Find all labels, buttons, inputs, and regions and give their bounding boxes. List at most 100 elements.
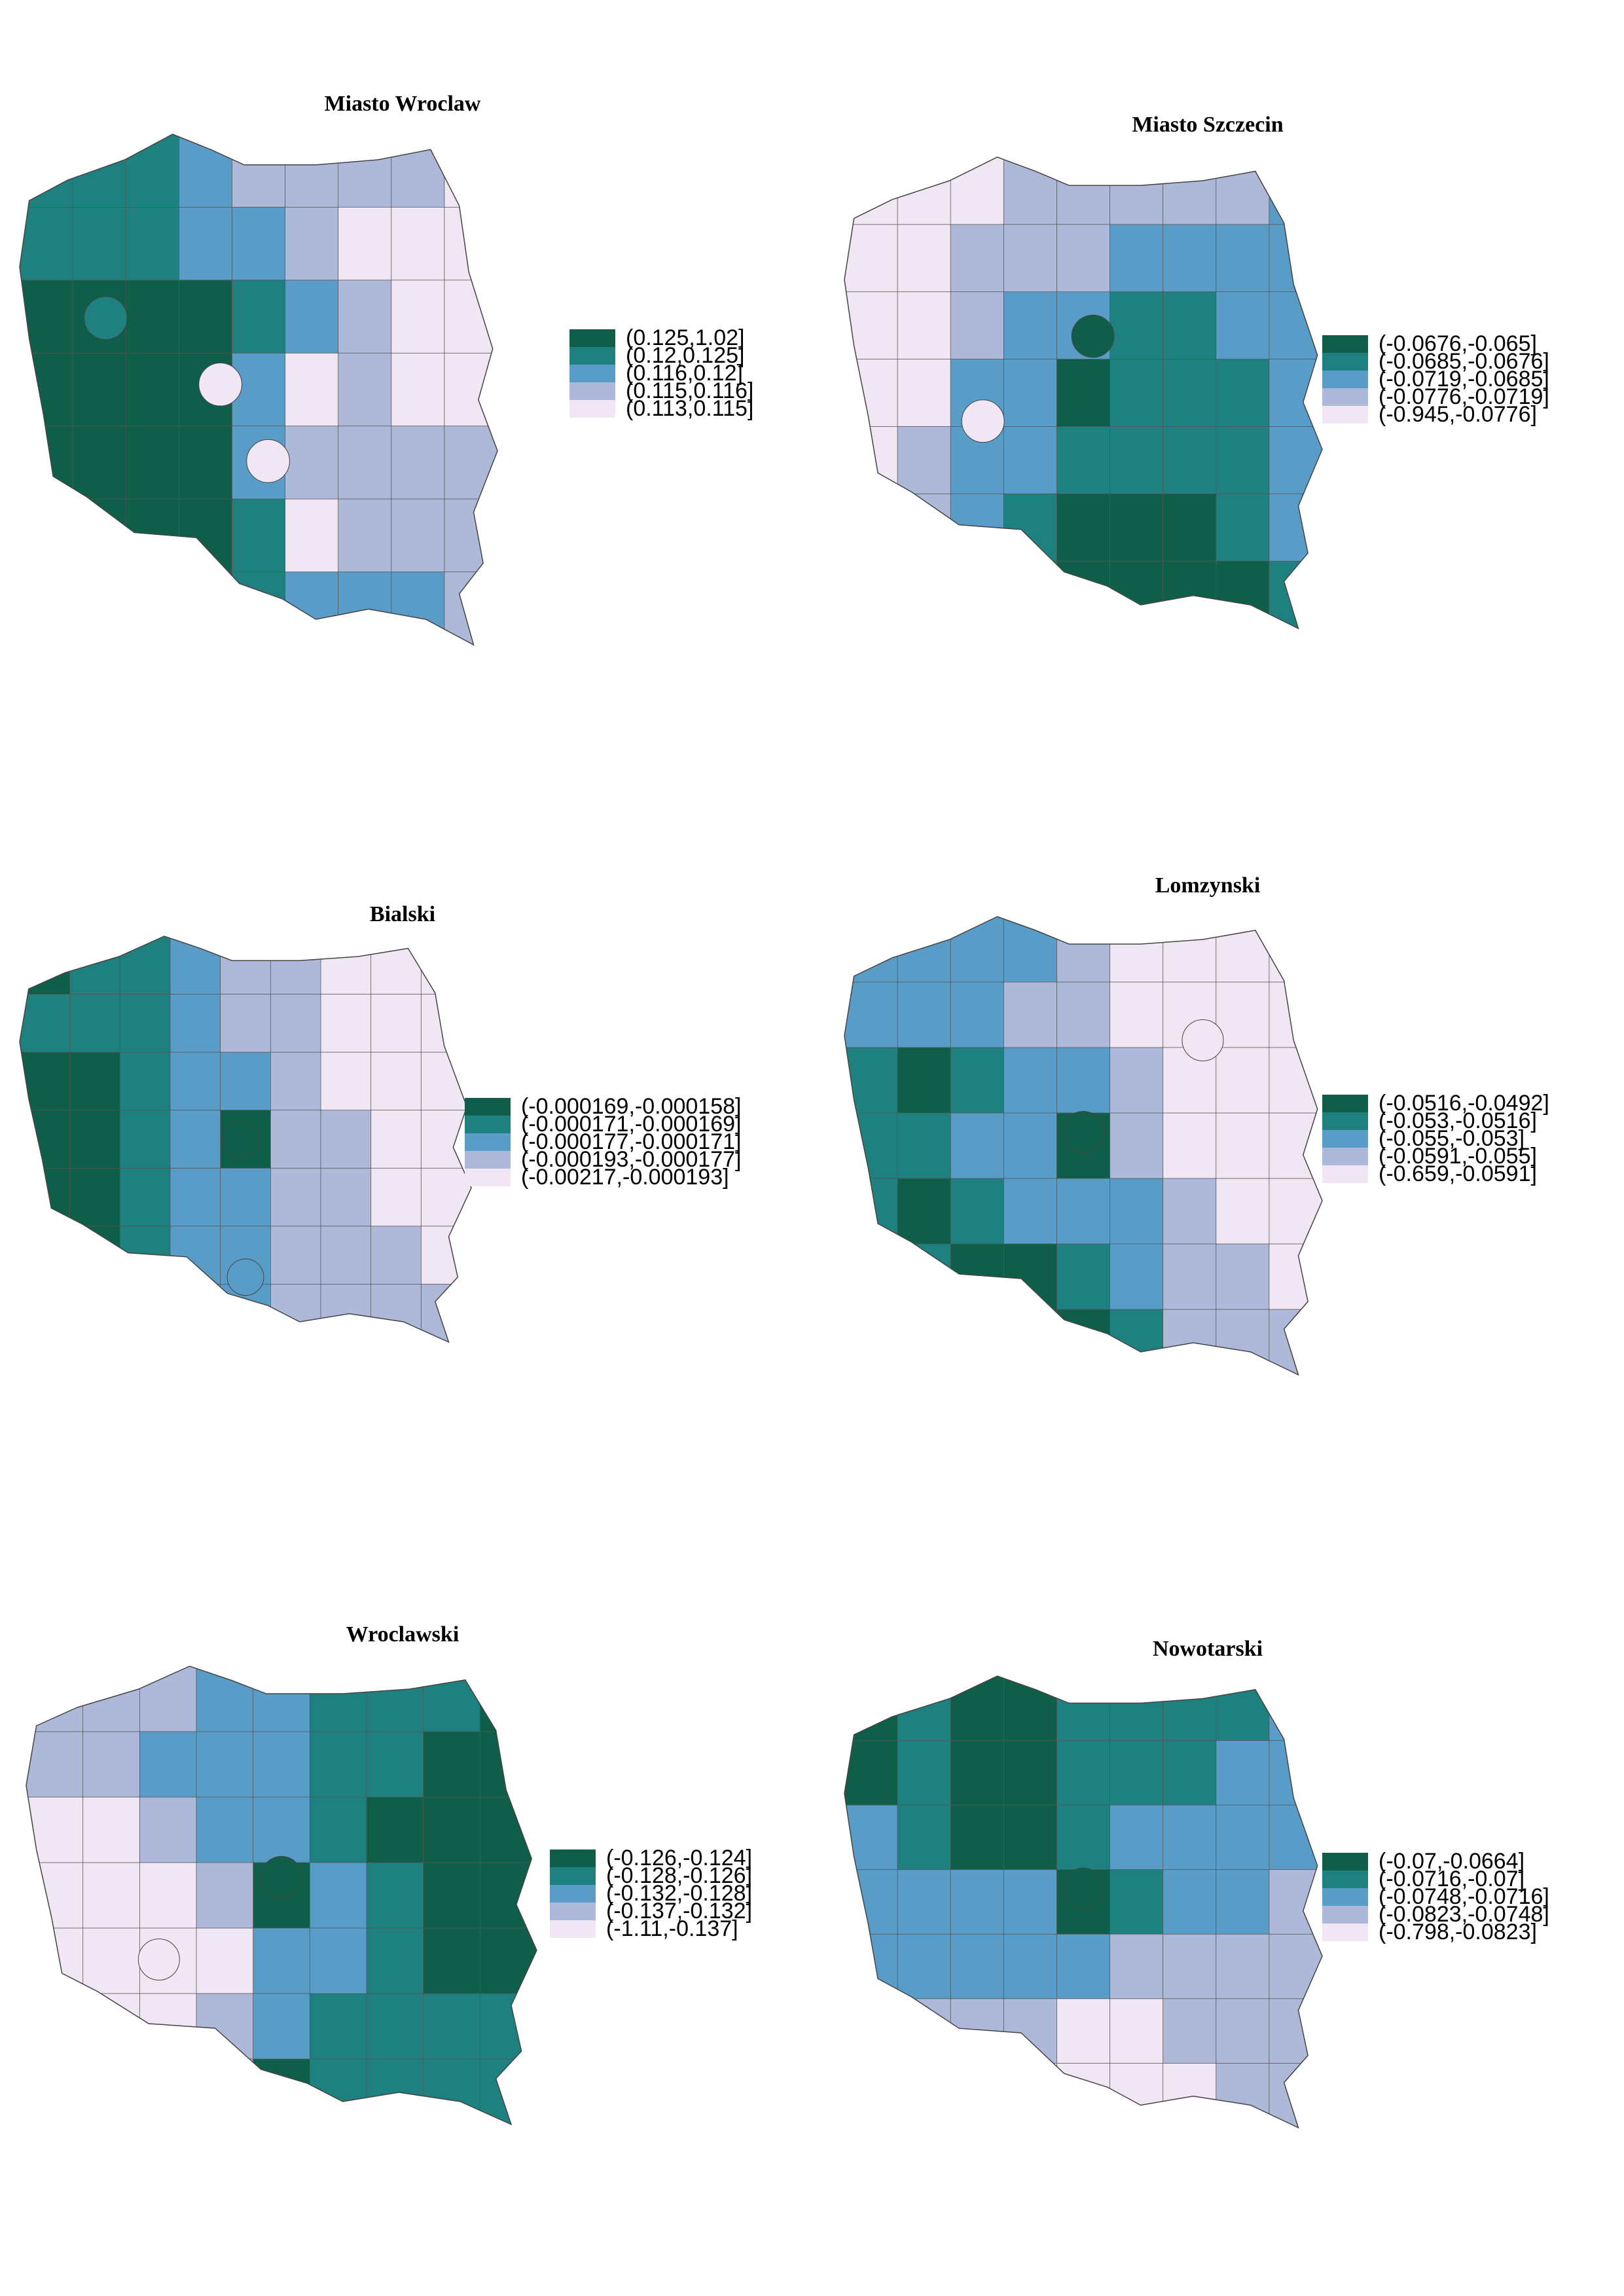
region (897, 1047, 952, 1114)
region (423, 1993, 481, 2060)
legend-item: (0.113,0.115] (569, 396, 754, 421)
panel-title: Bialski (369, 902, 436, 926)
region (1269, 1243, 1322, 1310)
region (309, 1862, 367, 1929)
region (220, 1167, 272, 1227)
legend-item: (-0.0748,-0.0716] (1322, 1886, 1549, 1908)
legend-swatch (569, 382, 615, 400)
legend-item: (-0.00217,-0.000193] (465, 1166, 741, 1188)
region (1110, 1676, 1164, 1741)
region (338, 280, 392, 354)
city-region (961, 399, 1005, 443)
region (270, 1110, 321, 1169)
legend-item: (-0.945,-0.0776] (1322, 403, 1549, 426)
legend-item: (-0.0719,-0.0685] (1322, 367, 1549, 392)
region (1216, 917, 1270, 983)
region (1003, 981, 1058, 1048)
region (897, 1998, 952, 2064)
region (897, 291, 952, 360)
region (178, 207, 233, 281)
legend-swatch (550, 1867, 596, 1885)
legend-label: (0.113,0.115] (626, 396, 754, 421)
region (125, 572, 180, 645)
region (1269, 1933, 1322, 1999)
region-layer (26, 1666, 537, 2124)
legend-swatch (465, 1116, 511, 1133)
region (82, 1927, 141, 1994)
region (479, 1927, 537, 1994)
region (950, 224, 1005, 293)
legend-item: (-0.055,-0.053] (1322, 1127, 1549, 1150)
region (285, 134, 339, 208)
legend-item: (-0.07,-0.0664] (1322, 1849, 1549, 1874)
legend-swatch (1322, 388, 1368, 406)
region (72, 498, 127, 573)
region (1269, 1804, 1322, 1870)
region (1003, 1740, 1058, 1806)
legend-label: (0.125,1.02] (626, 325, 745, 350)
legend-swatch (550, 1903, 596, 1920)
region (232, 572, 286, 645)
region (950, 2063, 1005, 2128)
region (950, 1740, 1005, 1806)
region (897, 1933, 952, 1999)
legend-item: (-0.000171,-0.000169] (465, 1113, 741, 1135)
region (1216, 493, 1270, 562)
region (82, 2058, 141, 2124)
region (309, 1993, 367, 2060)
region (444, 426, 497, 500)
region (69, 1284, 121, 1342)
region (1056, 224, 1111, 293)
region (844, 426, 899, 495)
region (170, 1167, 221, 1227)
region (253, 1731, 311, 1798)
region (119, 1167, 171, 1227)
city-region (1062, 1867, 1104, 1909)
legend-swatch (1322, 406, 1368, 424)
legend-item: (-0.0776,-0.0719] (1322, 386, 1549, 408)
region (72, 207, 127, 281)
region (285, 572, 339, 645)
legend-label: (-0.07,-0.0664] (1379, 1849, 1525, 1874)
choropleth-map (26, 1666, 537, 2126)
region (950, 560, 1005, 629)
region (119, 994, 171, 1053)
region (1056, 493, 1111, 562)
region (309, 1927, 367, 1994)
region (69, 994, 121, 1053)
legend-item: (-0.053,-0.0516] (1322, 1110, 1549, 1132)
legend-swatch (1322, 1888, 1368, 1906)
region (1216, 1804, 1270, 1870)
region (1056, 1933, 1111, 1999)
region (1163, 1309, 1217, 1375)
region (1056, 981, 1111, 1048)
region (1003, 1243, 1058, 1310)
region (844, 560, 899, 629)
city-region (222, 1120, 260, 1158)
region (309, 1731, 367, 1798)
region (370, 936, 422, 995)
region (1003, 1869, 1058, 1935)
legend-label: (-0.0719,-0.0685] (1379, 367, 1549, 392)
region (897, 1243, 952, 1310)
region (72, 426, 127, 500)
region (232, 134, 286, 208)
legend-item: (-0.128,-0.126] (550, 1865, 752, 1887)
legend-label: (0.12,0.125] (626, 343, 745, 368)
region (1110, 1740, 1164, 1806)
region (170, 936, 221, 995)
region (897, 157, 952, 225)
choropleth-map (844, 916, 1323, 1376)
region (423, 1862, 481, 1929)
region (1110, 1243, 1164, 1310)
region (1269, 1676, 1322, 1741)
region (1056, 1676, 1111, 1741)
region (72, 352, 127, 427)
region (370, 1284, 422, 1342)
legend-item: (0.115,0.116] (569, 380, 753, 402)
legend-swatch (465, 1151, 511, 1169)
region (897, 1676, 952, 1741)
region (479, 1666, 537, 1732)
region (1056, 1047, 1111, 1114)
region (897, 359, 952, 428)
